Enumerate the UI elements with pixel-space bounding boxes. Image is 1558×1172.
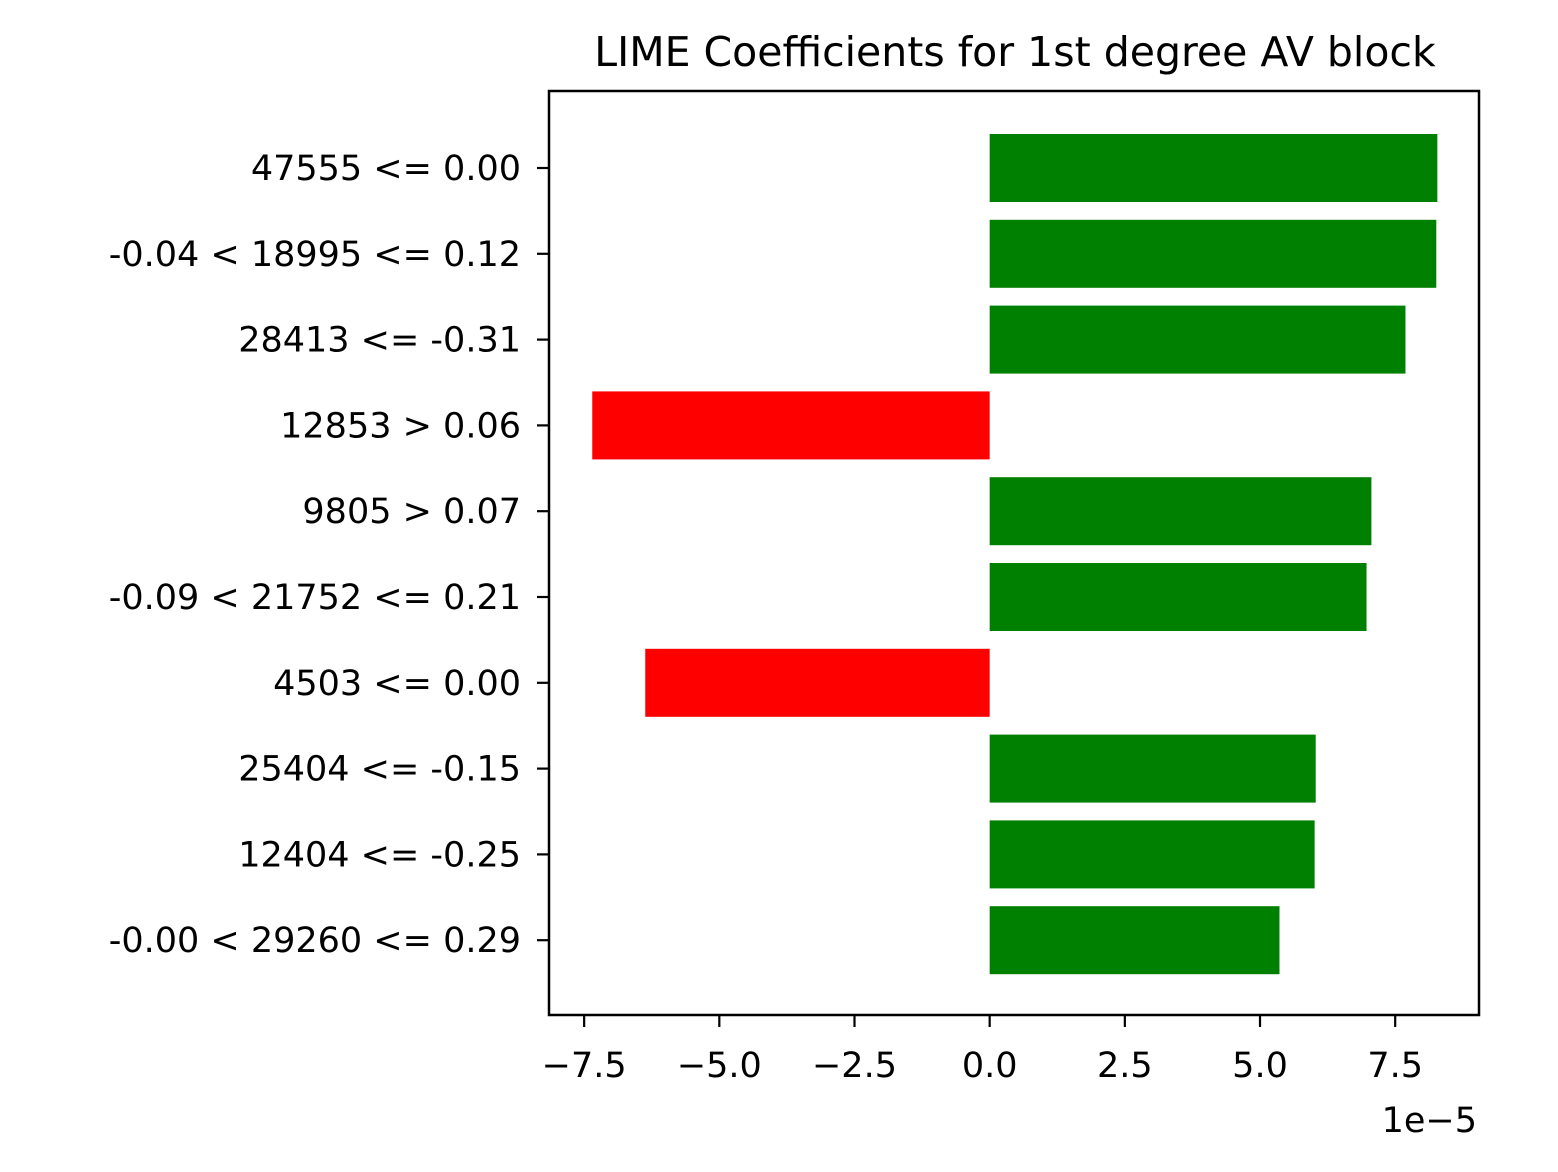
bar-4 xyxy=(592,391,990,460)
bar-8 xyxy=(989,734,1316,803)
y-tick-label: 47555 <= 0.00 xyxy=(251,149,521,189)
x-tick-label: −2.5 xyxy=(812,1046,897,1086)
y-tick-label: 12404 <= -0.25 xyxy=(238,835,521,875)
y-tick-label: -0.09 < 21752 <= 0.21 xyxy=(109,578,521,618)
y-tick-label: -0.04 < 18995 <= 0.12 xyxy=(109,235,521,275)
bar-5 xyxy=(989,477,1372,546)
x-tick-label: −5.0 xyxy=(677,1046,762,1086)
x-tick-label: −7.5 xyxy=(542,1046,627,1086)
bar-6 xyxy=(989,563,1367,631)
bar-7 xyxy=(645,648,990,717)
y-tick-label: 4503 <= 0.00 xyxy=(273,664,521,704)
bar-10 xyxy=(989,906,1280,975)
y-tick-label: 28413 <= -0.31 xyxy=(238,321,521,361)
y-tick-label: 25404 <= -0.15 xyxy=(238,750,521,790)
x-axis-ticks: −7.5 −5.0 −2.5 0.0 2.5 5.0 7.5 xyxy=(542,1015,1423,1086)
bar-2 xyxy=(989,219,1437,288)
x-tick-label: 2.5 xyxy=(1097,1046,1153,1086)
chart-title: LIME Coefficients for 1st degree AV bloc… xyxy=(594,28,1436,76)
bars-group xyxy=(592,134,1438,975)
bar-1 xyxy=(989,134,1438,202)
y-axis-ticks: 47555 <= 0.00 -0.04 < 18995 <= 0.12 28413 … xyxy=(109,149,549,961)
bar-9 xyxy=(989,820,1315,889)
x-axis-scale-label: 1e−5 xyxy=(1382,1101,1477,1141)
x-tick-label: 0.0 xyxy=(962,1046,1018,1086)
y-tick-label: 12853 > 0.06 xyxy=(280,406,521,446)
y-tick-label: -0.00 < 29260 <= 0.29 xyxy=(109,921,521,961)
x-tick-label: 7.5 xyxy=(1367,1046,1423,1086)
y-tick-label: 9805 > 0.07 xyxy=(302,492,521,532)
plot-frame xyxy=(547,89,1481,1017)
bar-3 xyxy=(989,305,1406,374)
x-tick-label: 5.0 xyxy=(1232,1046,1288,1086)
